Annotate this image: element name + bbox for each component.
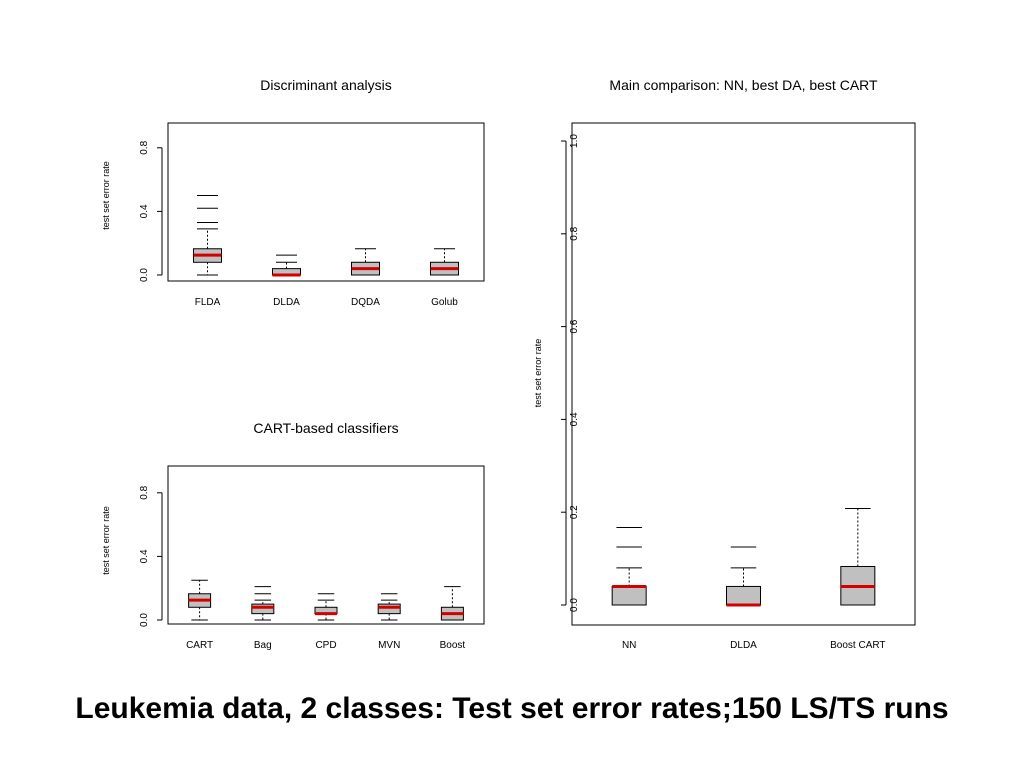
y-tick-label: 0.8 — [569, 226, 580, 240]
box-body — [611, 585, 647, 606]
box-body — [377, 603, 401, 615]
chart-title: Discriminant analysis — [260, 77, 391, 93]
box-boost: Boost — [440, 586, 466, 651]
x-category-label: MVN — [378, 640, 400, 651]
y-tick-label: 0.4 — [139, 204, 150, 218]
box-golub: Golub — [430, 248, 459, 308]
chart-panel: CART-based classifiers test set error rat… — [101, 420, 485, 651]
x-category-label: CART — [186, 640, 213, 651]
x-category-label: DLDA — [730, 640, 757, 651]
y-tick-label: 0.8 — [139, 485, 150, 499]
x-category-label: FLDA — [195, 297, 221, 308]
plot-frame — [571, 122, 916, 626]
y-tick-label: 0.0 — [569, 598, 580, 612]
x-category-label: Bag — [254, 640, 272, 651]
y-tick-label: 0.0 — [139, 613, 150, 627]
y-axis-label: test set error rate — [533, 339, 543, 408]
y-tick-label: 0.4 — [139, 549, 150, 563]
y-axis-label: test set error rate — [101, 161, 111, 230]
box-dlda: DLDA — [726, 546, 761, 651]
x-category-label: Golub — [431, 297, 458, 308]
x-category-label: DLDA — [273, 297, 300, 308]
y-axis-label: test set error rate — [101, 506, 111, 575]
y-tick-label: 0.0 — [139, 268, 150, 282]
chart-title: Main comparison: NN, best DA, best CART — [609, 77, 878, 93]
box-bag: Bag — [251, 586, 275, 651]
box-flda: FLDA — [193, 195, 222, 308]
y-tick-label: 0.2 — [569, 505, 580, 519]
y-tick-label: 1.0 — [569, 134, 580, 148]
x-category-label: NN — [622, 640, 636, 651]
box-body — [251, 603, 275, 615]
chart-title: CART-based classifiers — [253, 420, 398, 436]
y-tick-label: 0.8 — [139, 140, 150, 154]
x-category-label: DQDA — [351, 297, 380, 308]
x-category-label: CPD — [315, 640, 336, 651]
x-category-label: Boost — [440, 640, 466, 651]
box-mvn: MVN — [377, 593, 401, 651]
y-tick-label: 0.6 — [569, 319, 580, 333]
box-body — [726, 585, 761, 606]
box-nn: NN — [611, 527, 647, 651]
box-boost-cart: Boost CART — [830, 507, 886, 651]
plot-frame — [167, 465, 485, 625]
box-cart: CART — [186, 579, 213, 651]
box-dqda: DQDA — [351, 248, 380, 308]
chart-panel: Main comparison: NN, best DA, best CART t… — [533, 77, 916, 651]
box-cpd: CPD — [314, 593, 338, 651]
plot-frame — [167, 122, 485, 282]
box-dlda: DLDA — [272, 254, 301, 308]
x-category-label: Boost CART — [830, 640, 885, 651]
slide-caption: Leukemia data, 2 classes: Test set error… — [75, 692, 949, 725]
chart-panel: Discriminant analysis test set error rate… — [101, 77, 485, 308]
y-tick-label: 0.4 — [569, 412, 580, 426]
